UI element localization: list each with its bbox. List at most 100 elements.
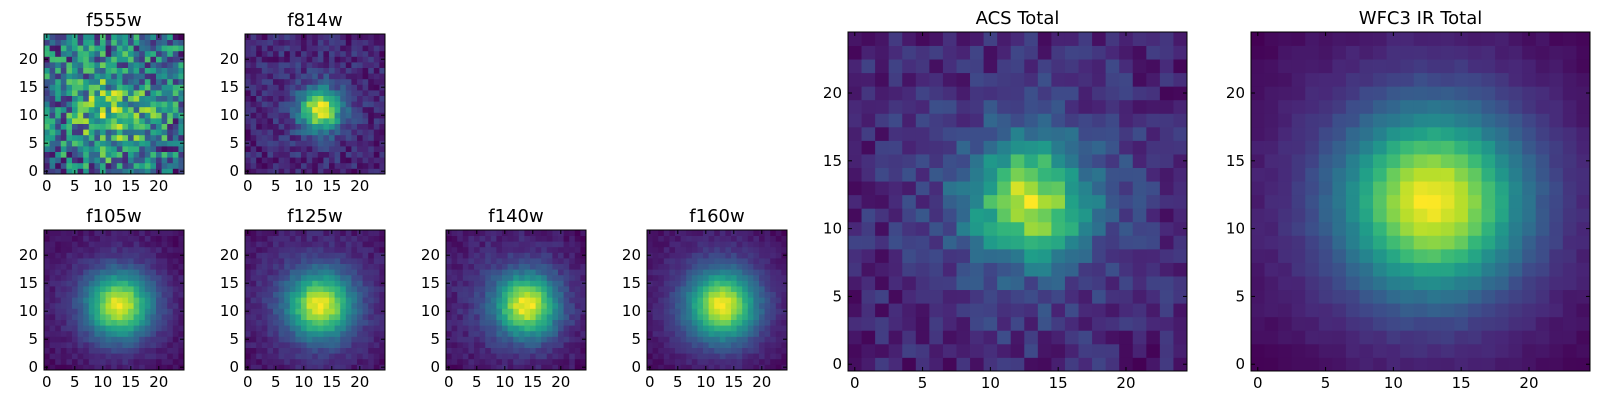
heatmap-cell	[133, 347, 140, 354]
heatmap-cell	[474, 325, 480, 332]
heatmap-cell	[128, 151, 134, 158]
heatmap-cell	[122, 78, 129, 85]
heatmap-cell	[1345, 330, 1360, 345]
heatmap-cell	[256, 297, 263, 304]
heatmap-cell	[150, 67, 157, 74]
heatmap-cell	[278, 342, 285, 348]
heatmap-cell	[669, 274, 676, 281]
heatmap-cell	[1359, 235, 1374, 250]
heatmap-cell	[725, 319, 732, 326]
heatmap-cell	[524, 291, 531, 298]
heatmap-cell	[44, 62, 50, 68]
heatmap-cell	[1305, 276, 1320, 291]
heatmap-cell	[172, 90, 179, 96]
heatmap-cell	[770, 235, 777, 242]
heatmap-cell	[362, 45, 369, 52]
heatmap-cell	[902, 235, 917, 250]
heatmap-cell	[317, 308, 324, 315]
heatmap-cell	[278, 353, 285, 360]
heatmap-cell	[479, 319, 486, 326]
heatmap-cell	[1010, 45, 1025, 60]
heatmap-cell	[1440, 221, 1455, 236]
heatmap-cell	[116, 157, 123, 164]
heatmap-cell	[312, 263, 319, 270]
heatmap-cell	[759, 246, 765, 253]
heatmap-cell	[60, 308, 67, 315]
heatmap-cell	[1173, 289, 1188, 304]
heatmap-cell	[569, 280, 576, 287]
heatmap-cell	[273, 157, 279, 164]
heatmap-cell	[267, 364, 274, 371]
heatmap-cell	[451, 358, 458, 365]
heatmap-cell	[775, 342, 782, 348]
heatmap-cell	[552, 235, 559, 242]
heatmap-cell	[1105, 316, 1120, 331]
heatmap-cell	[502, 286, 508, 292]
heatmap-cell	[1535, 235, 1550, 250]
heatmap-cell	[1535, 262, 1550, 277]
heatmap-cell	[100, 62, 106, 68]
heatmap-cell	[317, 78, 324, 85]
heatmap-cell	[1159, 194, 1174, 209]
y-tick-label: 5	[28, 134, 38, 152]
heatmap-cell	[997, 72, 1012, 87]
heatmap-cell	[1495, 289, 1510, 304]
heatmap-cell	[1105, 262, 1120, 277]
heatmap-cell	[770, 347, 777, 354]
heatmap-cell	[446, 302, 452, 309]
heatmap-cell	[753, 274, 760, 281]
heatmap-cell	[351, 274, 358, 281]
heatmap-cell	[1576, 235, 1591, 250]
heatmap-cell	[1291, 343, 1306, 358]
heatmap-cell	[1119, 59, 1134, 74]
heatmap-cell	[1078, 221, 1093, 236]
heatmap-cell	[368, 34, 375, 40]
heatmap-cell	[379, 101, 386, 108]
heatmap-cell	[289, 34, 296, 40]
heatmap-cell	[956, 262, 971, 277]
heatmap-cell	[267, 95, 274, 102]
heatmap-cell	[747, 308, 754, 315]
heatmap-cell	[368, 274, 375, 281]
heatmap-cell	[273, 95, 279, 102]
heatmap-cell	[267, 325, 274, 332]
heatmap-cell	[1132, 72, 1147, 87]
heatmap-cell	[775, 269, 782, 276]
heatmap-cell	[875, 316, 890, 331]
heatmap-cell	[680, 336, 687, 343]
heatmap-cell	[60, 336, 67, 343]
heatmap-cell	[323, 84, 330, 91]
heatmap-cell	[541, 263, 548, 270]
heatmap-cell	[317, 358, 324, 365]
heatmap-cell	[156, 319, 162, 326]
heatmap-cell	[144, 45, 151, 52]
heatmap-cell	[105, 330, 112, 337]
heatmap-cell	[357, 353, 363, 360]
heatmap-cell	[72, 39, 78, 46]
heatmap-cell	[83, 78, 90, 85]
heatmap-cell	[72, 56, 78, 63]
heatmap-cell	[747, 314, 754, 320]
heatmap-cell	[535, 230, 542, 236]
heatmap-cell	[669, 314, 676, 320]
heatmap-cell	[1119, 276, 1134, 291]
heatmap-cell	[301, 140, 307, 147]
heatmap-cell	[88, 342, 95, 348]
heatmap-cell	[357, 146, 363, 152]
heatmap-cell	[675, 269, 681, 276]
heatmap-cell	[524, 319, 531, 326]
heatmap-cell	[301, 274, 307, 281]
heatmap-cell	[178, 302, 185, 309]
heatmap-cell	[1549, 208, 1564, 223]
heatmap-cell	[902, 86, 917, 101]
heatmap-cell	[663, 353, 670, 360]
heatmap-cell	[725, 246, 732, 253]
heatmap-cell	[563, 364, 570, 371]
heatmap-cell	[875, 154, 890, 168]
heatmap-cell	[446, 263, 452, 270]
heatmap-cell	[44, 50, 50, 57]
heatmap-cell	[759, 274, 765, 281]
heatmap-cell	[284, 84, 291, 91]
heatmap-cell	[535, 353, 542, 360]
